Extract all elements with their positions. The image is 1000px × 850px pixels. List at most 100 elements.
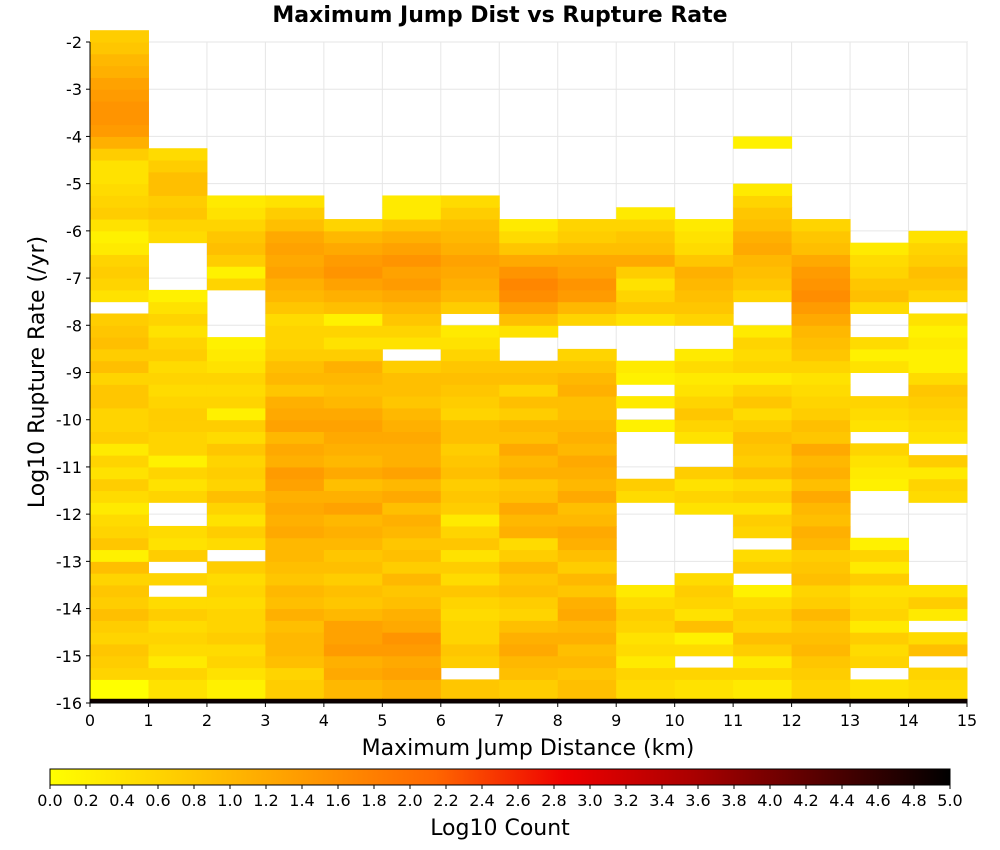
heatmap-cell xyxy=(616,478,676,492)
heatmap-cell xyxy=(206,537,266,551)
heatmap-cell xyxy=(850,455,910,468)
colorbar-tick-label: 4.8 xyxy=(901,791,926,810)
heatmap-cell xyxy=(206,514,266,527)
heatmap-cell xyxy=(440,620,500,633)
heatmap-cell xyxy=(557,584,617,598)
heatmap-cell xyxy=(440,596,500,610)
heatmap-cell xyxy=(616,372,676,385)
heatmap-cell xyxy=(440,219,500,232)
heatmap-cell xyxy=(674,596,734,610)
heatmap-cell xyxy=(90,537,149,551)
heatmap-cell xyxy=(791,313,851,326)
heatmap-cell xyxy=(148,325,208,338)
heatmap-cell xyxy=(323,372,383,385)
heatmap-cell xyxy=(265,655,325,669)
x-tick-label: 3 xyxy=(260,711,270,730)
heatmap-cell xyxy=(90,289,149,303)
heatmap-cell xyxy=(733,667,793,680)
heatmap-cell xyxy=(499,242,559,255)
heatmap-cell xyxy=(674,643,734,657)
heatmap-cell xyxy=(850,278,910,291)
heatmap-cell xyxy=(733,679,793,699)
heatmap-cell xyxy=(557,301,617,314)
heatmap-cell xyxy=(90,549,149,562)
heatmap-cell xyxy=(382,301,442,314)
heatmap-cell xyxy=(499,608,559,621)
heatmap-cell xyxy=(499,360,559,373)
heatmap-cell xyxy=(733,431,793,444)
heatmap-cell xyxy=(265,431,325,444)
colorbar-tick-label: 4.4 xyxy=(829,791,854,810)
heatmap-cell xyxy=(440,195,500,208)
colorbar xyxy=(49,768,951,786)
heatmap-cell xyxy=(674,698,734,704)
heatmap-cell xyxy=(148,171,208,185)
heatmap-cell xyxy=(791,596,851,610)
heatmap-cell xyxy=(323,455,383,468)
heatmap-cell xyxy=(733,514,793,527)
heatmap-cell xyxy=(733,360,793,373)
heatmap-cell xyxy=(323,242,383,255)
heatmap-cell xyxy=(850,396,910,409)
heatmap-cell xyxy=(148,679,208,699)
heatmap-cell xyxy=(206,372,266,385)
heatmap-cell xyxy=(908,431,968,444)
heatmap-cell xyxy=(265,667,325,680)
colorbar-tick-label: 0.6 xyxy=(145,791,170,810)
heatmap-cell xyxy=(499,667,559,680)
heatmap-cell xyxy=(323,384,383,397)
heatmap-cell xyxy=(265,230,325,244)
heatmap-cell xyxy=(90,643,149,657)
heatmap-cell xyxy=(499,407,559,421)
heatmap-cell xyxy=(733,643,793,657)
heatmap-cell xyxy=(850,301,910,314)
x-tick-label: 13 xyxy=(840,711,860,730)
heatmap-cell xyxy=(265,698,325,704)
heatmap-cell xyxy=(382,643,442,657)
heatmap-cell xyxy=(206,455,266,468)
heatmap-cell xyxy=(90,124,149,137)
heatmap-cell xyxy=(382,313,442,326)
heatmap-cell xyxy=(674,407,734,421)
heatmap-cell xyxy=(908,667,968,680)
heatmap-cell xyxy=(206,431,266,444)
heatmap-cell xyxy=(733,443,793,456)
heatmap-cell xyxy=(265,254,325,267)
heatmap-cell xyxy=(148,195,208,208)
heatmap-cell xyxy=(616,632,676,645)
heatmap-cell xyxy=(616,360,676,373)
heatmap-cell xyxy=(733,596,793,610)
heatmap-cell xyxy=(323,325,383,338)
heatmap-cell xyxy=(382,278,442,291)
y-tick-label: -13 xyxy=(56,552,82,571)
heatmap-cell xyxy=(791,431,851,444)
colorbar-tick-label: 4.0 xyxy=(757,791,782,810)
heatmap-cell xyxy=(382,561,442,574)
heatmap-cell xyxy=(733,384,793,397)
heatmap-cell xyxy=(733,230,793,244)
heatmap-cell xyxy=(265,620,325,633)
heatmap-cell xyxy=(557,278,617,291)
heatmap-cell xyxy=(323,525,383,539)
heatmap-cell xyxy=(90,455,149,468)
heatmap-cell xyxy=(733,289,793,303)
colorbar-tick-label: 0.0 xyxy=(37,791,62,810)
heatmap-cell xyxy=(148,419,208,433)
heatmap-cell xyxy=(791,525,851,539)
heatmap-cell xyxy=(382,407,442,421)
colorbar-tick-label: 3.4 xyxy=(649,791,674,810)
colorbar-tick-label: 1.4 xyxy=(289,791,314,810)
heatmap-cell xyxy=(90,502,149,515)
heatmap-cell xyxy=(733,136,793,149)
colorbar-tick-label: 1.6 xyxy=(325,791,350,810)
heatmap-cell xyxy=(265,502,325,515)
heatmap-cell xyxy=(850,561,910,574)
heatmap-cell xyxy=(382,502,442,515)
x-tick-label: 2 xyxy=(202,711,212,730)
heatmap-cell xyxy=(90,584,149,598)
x-tick-label: 7 xyxy=(494,711,504,730)
heatmap-cell xyxy=(733,466,793,480)
heatmap-cell xyxy=(382,360,442,373)
heatmap-cell xyxy=(90,42,149,55)
